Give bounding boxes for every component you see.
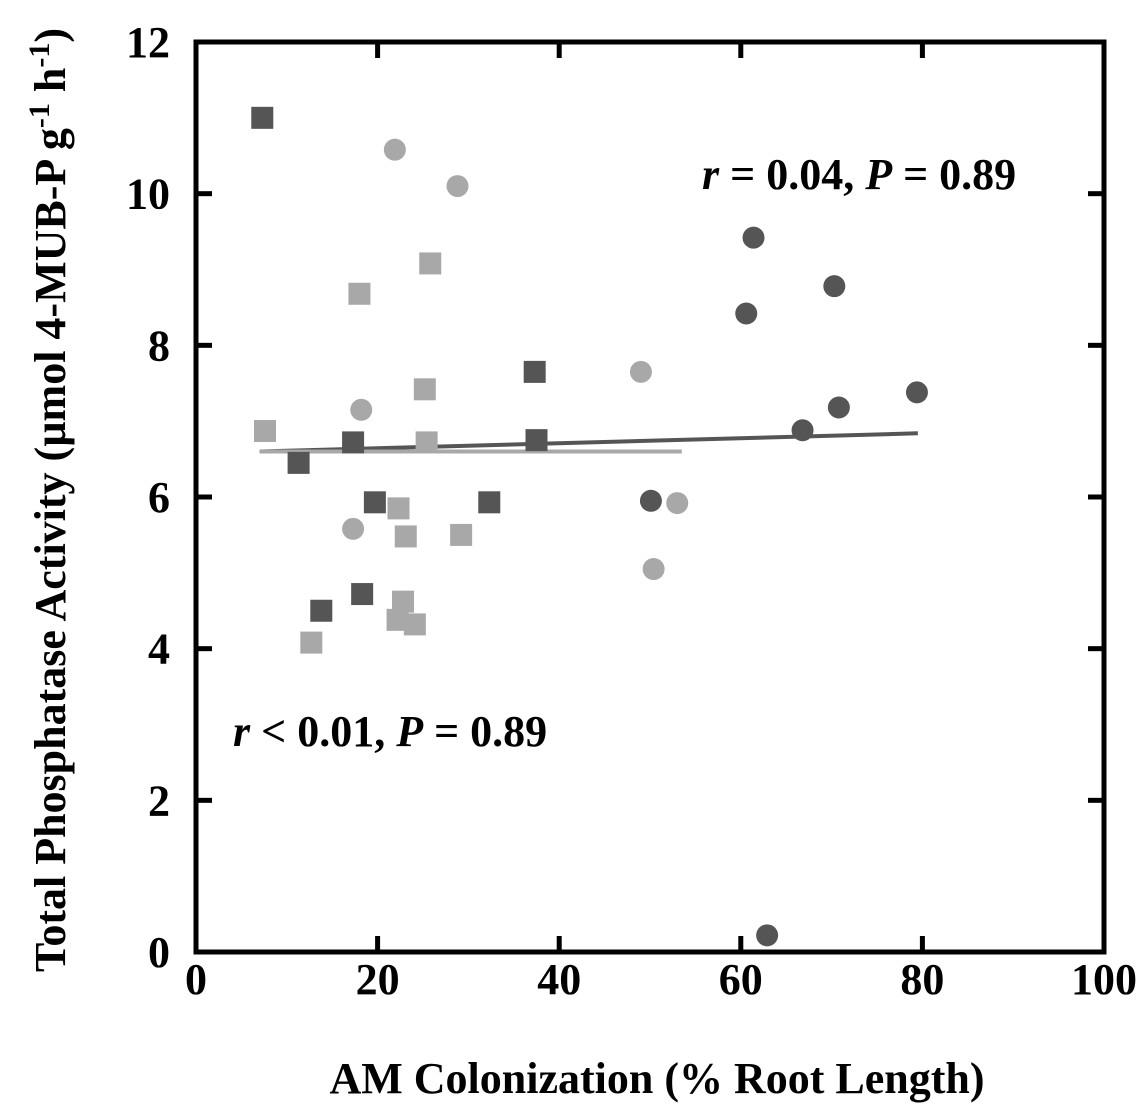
- y-tick-label: 0: [148, 928, 170, 977]
- data-point-square: [450, 523, 473, 546]
- y-tick-label: 8: [148, 321, 170, 370]
- y-tick-labels: 0 2 4 6 8 10 12: [126, 18, 170, 977]
- data-point-circle: [791, 419, 814, 442]
- data-point-square: [394, 525, 417, 548]
- axis-ticks: [193, 39, 1107, 955]
- data-point-circle: [342, 517, 365, 540]
- x-tick-label: 20: [356, 955, 400, 1004]
- data-point-square: [254, 420, 277, 443]
- data-point-circle: [735, 302, 758, 325]
- x-axis-label: AM Colonization (% Root Length): [329, 1054, 984, 1103]
- data-point-square: [363, 491, 386, 514]
- data-point-square: [348, 282, 371, 305]
- data-point-square: [415, 431, 438, 454]
- data-point-square: [478, 491, 501, 514]
- x-tick-label: 100: [1071, 955, 1137, 1004]
- data-point-square: [342, 431, 365, 454]
- data-point-circle: [905, 381, 928, 404]
- data-point-square: [310, 599, 333, 622]
- data-point-square: [523, 360, 546, 383]
- data-point-square: [251, 106, 274, 129]
- data-point-circle: [642, 558, 665, 581]
- data-point-circle: [756, 924, 779, 947]
- y-axis-label: Total Phosphatase Activity (µmol 4-MUB-P…: [23, 28, 76, 972]
- data-point-circle: [827, 396, 850, 419]
- data-point-square: [403, 613, 426, 636]
- data-points: [251, 106, 928, 947]
- y-tick-label: 4: [148, 625, 170, 674]
- x-tick-label: 60: [719, 955, 763, 1004]
- y-tick-label: 2: [148, 776, 170, 825]
- annotation-upper: r = 0.04, P = 0.89: [702, 150, 1016, 199]
- y-tick-label: 6: [148, 473, 170, 522]
- data-point-circle: [823, 275, 846, 298]
- data-point-square: [387, 497, 410, 520]
- data-point-circle: [383, 138, 406, 161]
- data-point-circle: [350, 398, 373, 421]
- data-point-square: [351, 583, 374, 606]
- x-tick-labels: 0 20 40 60 80 100: [185, 955, 1137, 1004]
- y-tick-label: 12: [126, 18, 170, 67]
- data-point-square: [300, 631, 323, 654]
- data-point-circle: [742, 226, 765, 249]
- data-point-square: [392, 590, 415, 613]
- data-point-circle: [446, 175, 469, 198]
- data-point-circle: [639, 489, 662, 512]
- data-point-square: [386, 608, 409, 631]
- data-point-square: [413, 378, 436, 401]
- data-point-square: [287, 451, 310, 474]
- data-point-circle: [666, 492, 689, 515]
- data-point-square: [525, 429, 548, 452]
- x-tick-label: 80: [900, 955, 944, 1004]
- data-point-square: [419, 252, 442, 275]
- x-tick-label: 40: [537, 955, 581, 1004]
- annotation-lower: r < 0.01, P = 0.89: [233, 707, 547, 756]
- y-tick-label: 10: [126, 170, 170, 219]
- data-point-circle: [629, 360, 652, 383]
- x-tick-label: 0: [185, 955, 207, 1004]
